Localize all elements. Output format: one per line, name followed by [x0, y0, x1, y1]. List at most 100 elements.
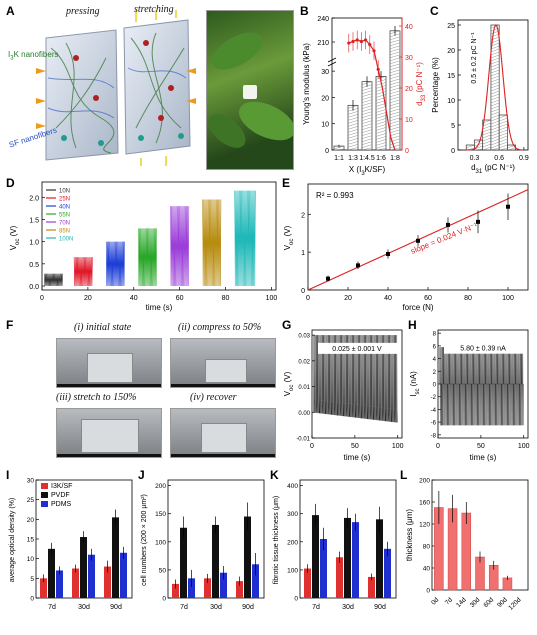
category-label: 1:4.5 [359, 155, 375, 162]
annotation-bg [444, 342, 526, 354]
bar-hatch [389, 117, 401, 121]
bar-PVDF [48, 548, 55, 598]
panel-label-K: K [270, 468, 279, 482]
label-stretch: (iii) stretch to 150% [56, 392, 137, 403]
x-tick-label: 100 [266, 295, 278, 302]
right-tick-label: 40 [405, 24, 413, 31]
bar-hatch [389, 123, 401, 127]
chart-E-frame [307, 183, 529, 291]
y-tick-label: 0.01 [298, 385, 310, 391]
bar-hatch [490, 75, 500, 80]
bar-hatch [347, 123, 359, 127]
ylabel: average optical density (%) [9, 498, 16, 582]
annotation-bg [318, 342, 400, 354]
bar-hatch [490, 57, 500, 62]
bar-hatch [490, 54, 500, 59]
y-tick-label: 200 [419, 478, 430, 485]
bar-PVDF [376, 519, 383, 598]
chart-D-svg: 0.0 0.5 1.0 1.5 2.0 0 20 40 60 80 100 10N 25N 40N 55N 7… [9, 181, 278, 312]
bar-I3K/SF [236, 581, 243, 598]
y-tick-label: 20 [27, 517, 35, 524]
bar-hatch [490, 123, 500, 128]
x-tick-label: 0 [310, 443, 314, 450]
bar-hatch [389, 69, 401, 73]
signal-trace [313, 335, 398, 423]
signal-55N [138, 228, 158, 287]
bar-hatch [389, 108, 401, 112]
panel-label-D: D [6, 176, 15, 190]
bar-hatch [375, 121, 387, 125]
bar-hatch [482, 131, 492, 136]
axis-break [327, 61, 337, 67]
bar-hatch [389, 114, 401, 118]
schematic-illustration [36, 10, 196, 166]
y-tick-label: 25 [27, 497, 35, 504]
x-tick-label: 60 [176, 295, 184, 302]
y-tick-label: 15 [447, 73, 455, 80]
bar-PVDF [212, 524, 219, 598]
bar-hatch [490, 90, 500, 95]
bar-I3K/SF [172, 583, 179, 598]
chart-J: 0 50 100 150 200 7d 30d 90d cell numbers (200 × … [138, 470, 270, 630]
bar-hatch [490, 147, 500, 151]
bar-hatch [499, 144, 508, 149]
bar-PDMS [384, 548, 391, 598]
ylabel: Voc (V) [283, 225, 295, 250]
bar-hatch [333, 148, 345, 151]
panel-label-C: C [430, 4, 439, 18]
y-tick-label: 0.00 [298, 411, 310, 417]
bar-hatch [482, 125, 492, 130]
x-tick-label: 50 [351, 443, 359, 450]
bar-hatch [482, 140, 492, 145]
x-tick-label: 80 [464, 295, 472, 302]
y-tick-label: 1.5 [29, 217, 39, 224]
bar-hatch [361, 117, 373, 121]
bar-hatch [490, 60, 500, 65]
legend-label: PDMS [51, 501, 72, 508]
y-tick-label: 0.5 [29, 262, 39, 269]
bar-hatch [361, 114, 373, 118]
category-label: 14d [455, 596, 468, 609]
y-tick-label: 0.03 [298, 334, 310, 340]
ylabel: fibrotic tissue thickness (μm) [273, 496, 280, 584]
category-label: 30d [78, 604, 90, 611]
y-tick-label: 0.02 [298, 359, 310, 365]
left-tick-label: 20 [321, 95, 329, 102]
right-tick-label: 10 [405, 117, 413, 124]
bar-hatch [490, 42, 500, 47]
bar-hatch [490, 81, 500, 86]
category-label: 7d [48, 604, 56, 611]
bar-hatch [347, 120, 359, 124]
bar-I3K/SF [104, 566, 111, 598]
chart-B: 0 10 20 30 210 240 1:1 1:3 1:4.5 1:6 1:8 0 10 20 30 40 Y… [300, 8, 430, 177]
bar-I3K/SF [40, 578, 47, 598]
bar-PDMS [188, 578, 195, 598]
bar-hatch [375, 130, 387, 134]
panel-label-E: E [282, 176, 291, 190]
category-label: 1:3 [348, 155, 358, 162]
bar-hatch [347, 132, 359, 136]
bar-hatch [499, 117, 508, 122]
y-tick-label: 160 [419, 500, 430, 507]
bar-hatch [482, 143, 492, 148]
category-label: 90d [110, 604, 122, 611]
x-tick-label: 0 [306, 295, 310, 302]
legend-swatch [41, 492, 48, 498]
bar-hatch [375, 142, 387, 146]
bar-hatch [490, 144, 500, 149]
photo-recover [170, 408, 276, 458]
y-tick-label: 4 [433, 357, 437, 363]
category-label: 120d [507, 596, 522, 611]
bar-hatch [389, 51, 401, 55]
bar-hatch [389, 39, 401, 43]
chart-E: 0 1 2 0 20 40 60 80 100 R² = 0.993 slope = 0.024 V… [282, 178, 534, 316]
bar-hatch [347, 111, 359, 115]
bar-hatch [375, 148, 387, 151]
xlabel: time (s) [470, 453, 497, 462]
bar-hatch [375, 118, 387, 122]
signal-trace [439, 347, 524, 426]
bar-hatch [347, 117, 359, 121]
y-tick-label: 2 [433, 370, 437, 376]
panel-label-L: L [400, 468, 408, 482]
category-label: 30d [342, 604, 354, 611]
